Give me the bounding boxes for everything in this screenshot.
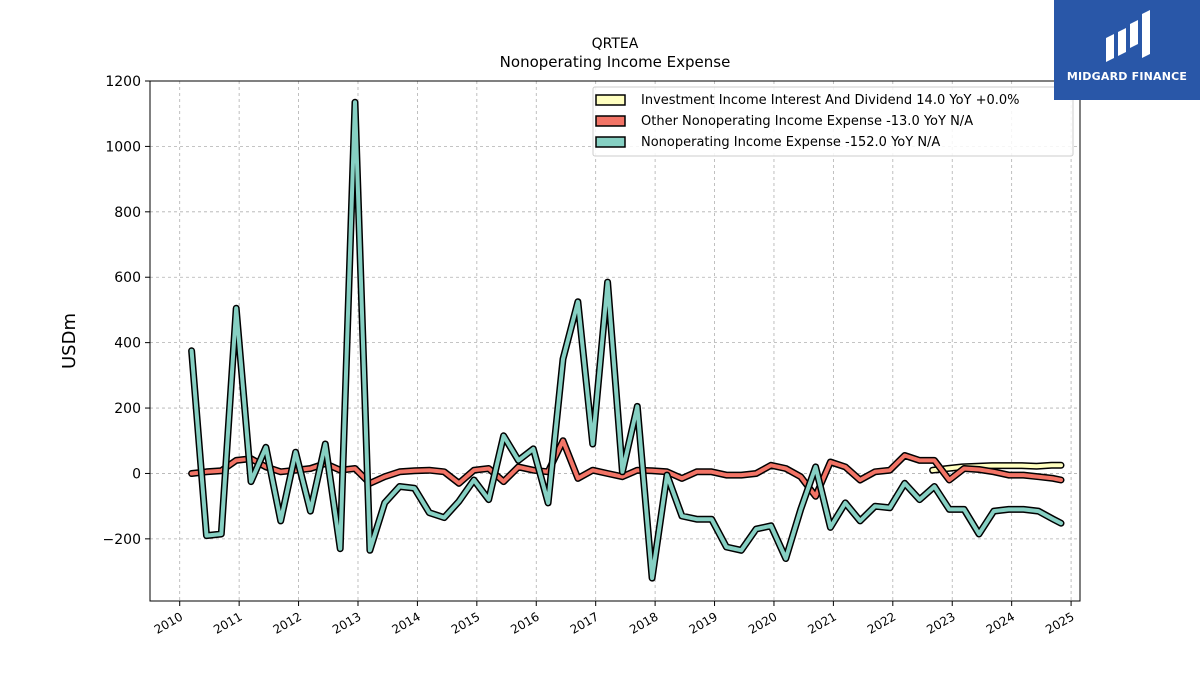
x-tick-label: 2021 — [805, 609, 838, 636]
x-tick-label: 2017 — [568, 609, 601, 636]
brand-logo: MIDGARD FINANCE — [1054, 0, 1200, 100]
x-tick-label: 2016 — [508, 609, 541, 636]
legend-label-1: Other Nonoperating Income Expense -13.0 … — [641, 114, 973, 129]
x-tick-label: 2018 — [627, 609, 660, 636]
y-tick-label: −200 — [103, 532, 141, 548]
series-line-2 — [189, 100, 1063, 581]
legend-label-0: Investment Income Interest And Dividend … — [641, 93, 1020, 108]
x-tick-label: 2014 — [389, 609, 422, 636]
chart-title: QRTEA — [592, 36, 639, 52]
x-tick-label: 2010 — [152, 609, 185, 636]
x-tick-label: 2015 — [449, 609, 482, 636]
series-line-0 — [930, 463, 1063, 473]
series-outline-2 — [188, 98, 1065, 582]
x-tick-label: 2020 — [746, 609, 779, 636]
logo-text: MIDGARD FINANCE — [1066, 70, 1188, 83]
y-tick-label: 1000 — [105, 139, 141, 155]
logo-mark-icon — [1106, 10, 1150, 62]
y-tick-label: 0 — [132, 466, 141, 482]
x-tick-label: 2012 — [271, 609, 304, 636]
y-axis-label: USDm — [59, 313, 80, 369]
y-tick-label: 1200 — [105, 74, 141, 90]
x-tick-label: 2022 — [865, 609, 898, 636]
y-tick-label: 800 — [114, 205, 141, 221]
x-tick-label: 2019 — [687, 609, 720, 636]
axes: −200 0 200 400 600 800 1000 1200 2010 2011 2012 201… — [103, 74, 1081, 637]
x-tick-label: 2011 — [211, 609, 244, 636]
x-tick-label: 2024 — [984, 609, 1017, 636]
chart-subtitle: Nonoperating Income Expense — [500, 53, 731, 71]
plot-frame — [149, 80, 1081, 602]
legend-swatch-1 — [595, 115, 626, 127]
series-layer — [188, 98, 1065, 582]
x-tick-label: 2013 — [330, 609, 363, 636]
legend-box — [592, 86, 1074, 157]
legend: Investment Income Interest And Dividend … — [592, 86, 1074, 157]
y-tick-label: 600 — [114, 270, 141, 286]
x-tick-label: 2023 — [924, 609, 957, 636]
y-tick-label: 200 — [114, 401, 141, 417]
series-line-1 — [189, 438, 1063, 499]
legend-swatch-0 — [595, 94, 626, 106]
legend-label-2: Nonoperating Income Expense -152.0 YoY N… — [641, 135, 940, 150]
y-tick-label: 400 — [114, 336, 141, 352]
legend-swatch-2 — [595, 136, 626, 148]
x-tick-label: 2025 — [1043, 609, 1076, 636]
